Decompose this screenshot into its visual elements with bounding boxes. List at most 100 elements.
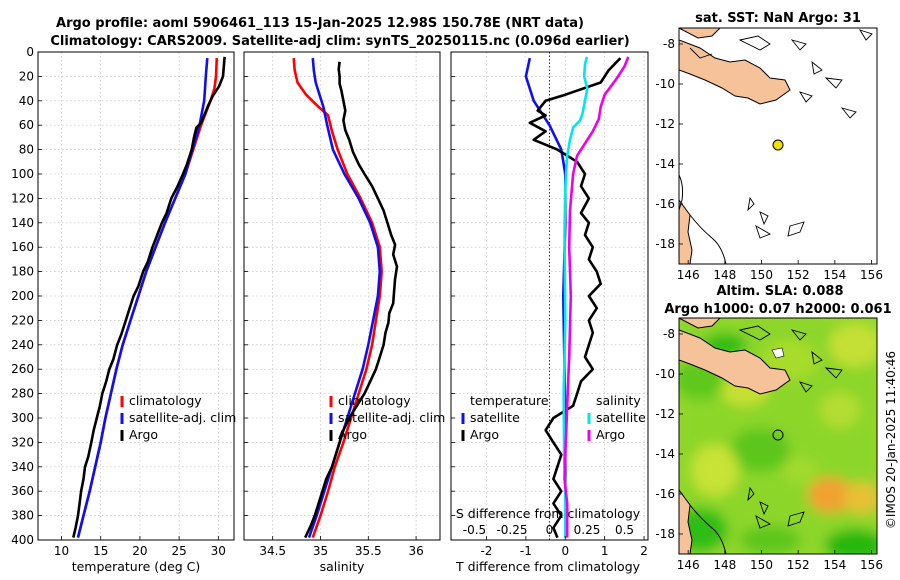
argo-marker [772, 139, 784, 151]
sal-x-tick-label: -0.25 [496, 523, 527, 537]
salinity-grid [244, 51, 440, 541]
difference-legend: temperature satellite Argo salinity satellit… [461, 393, 646, 442]
map-y-tick-label: -10 [655, 367, 675, 381]
map-y-tick-label: -16 [655, 197, 675, 211]
map-y-tick-label: -12 [655, 407, 675, 421]
sst-map-land [679, 28, 873, 264]
sal-x-tick-label: 0 [546, 523, 554, 537]
temp-diff-xlabel: T difference from climatology [455, 559, 641, 574]
legend-label: climatology [338, 393, 411, 408]
sst-map-frame [678, 27, 878, 265]
sst-map: sat. SST: NaN Argo: 31 146 148 150 152 154 15… [655, 11, 883, 282]
legend-label: satellite [470, 410, 520, 425]
legend-label: climatology [129, 393, 202, 408]
sla-map-title-2: Argo h1000: 0.07 h2000: 0.061 [664, 302, 891, 317]
series-line-s-satellite [562, 56, 589, 538]
difference-panel: -2 -1 0 1 2 -0.5 -0.25 0 0.25 0.5 temperature sate… [450, 51, 649, 574]
difference-ticks: -2 -1 0 1 2 -0.5 -0.25 0 0.25 0.5 [451, 51, 648, 558]
map-y-tick-label: -18 [655, 237, 675, 251]
x-tick-label: 36 [408, 544, 423, 558]
y-tick-label: 320 [11, 435, 34, 449]
difference-series [524, 56, 630, 539]
salinity-xlabel: salinity [320, 559, 365, 574]
map-x-tick-label: 156 [860, 268, 883, 282]
y-tick-label: 300 [11, 411, 34, 425]
y-tick-label: 260 [11, 362, 34, 376]
series-line-t-argo [528, 57, 622, 539]
y-tick-label: 160 [11, 240, 34, 254]
map-x-tick-label: 146 [677, 558, 700, 572]
legend-label: Argo [470, 427, 499, 442]
temperature-series [72, 56, 226, 538]
argo-marker-sla [772, 429, 784, 441]
series-line-climatology [292, 57, 383, 539]
y-tick-label: 60 [19, 118, 34, 132]
map-y-tick-label: -8 [663, 327, 675, 341]
sla-map-frame [678, 317, 878, 555]
y-tick-label: 220 [11, 313, 34, 327]
x-tick-label: 30 [211, 544, 226, 558]
salinity-series [292, 57, 399, 539]
legend-label: Argo [338, 427, 367, 442]
sal-x-tick-label: 0.5 [615, 523, 634, 537]
y-tick-label: 340 [11, 460, 34, 474]
x-tick-label: 1 [601, 544, 609, 558]
map-x-tick-label: 150 [750, 558, 773, 572]
map-x-tick-label: 152 [787, 558, 810, 572]
title-line-2: Climatology: CARS2009. Satellite-adj cli… [50, 34, 629, 49]
salinity-ticks: 34.5 35 35.5 36 [244, 51, 424, 558]
sst-map-title: sat. SST: NaN Argo: 31 [695, 11, 861, 26]
sla-map-ticks: 146 148 150 152 154 156 -8 -10 -12 -14 -16 -18 [655, 327, 883, 572]
series-line-satellite-adj-clim [76, 57, 209, 538]
y-tick-label: 80 [19, 143, 34, 157]
map-x-tick-label: 148 [713, 558, 736, 572]
temperature-xlabel: temperature (deg C) [72, 559, 201, 574]
sla-map: Altim. SLA: 0.088 Argo h1000: 0.07 h2000… [655, 284, 891, 572]
sal-x-tick-label: 0.25 [574, 523, 601, 537]
x-tick-label: 2 [640, 544, 648, 558]
legend-label: Argo [596, 427, 625, 442]
temperature-panel: 0 20 40 60 80 100 120 140 160 180 200 220 240 260 280 3… [11, 45, 236, 574]
map-x-tick-label: 146 [677, 268, 700, 282]
x-tick-label: 34.5 [259, 544, 286, 558]
legend-label: satellite-adj. clim [129, 410, 236, 425]
temperature-ticks: 0 20 40 60 80 100 120 140 160 180 200 220 240 260 280 3… [11, 45, 226, 558]
salinity-legend: climatology satellite-adj. clim Argo [329, 393, 445, 442]
legend-label: satellite-adj. clim [338, 410, 445, 425]
y-tick-label: 400 [11, 533, 34, 547]
legend-header-temperature: temperature [470, 393, 549, 408]
map-x-tick-label: 154 [823, 268, 846, 282]
sal-diff-xlabel: S difference from climatology [456, 506, 641, 521]
x-tick-label: -1 [520, 544, 532, 558]
series-line-argo [304, 61, 399, 539]
y-tick-label: 180 [11, 265, 34, 279]
map-y-tick-label: -10 [655, 77, 675, 91]
series-line-argo [72, 56, 226, 538]
difference-grid [451, 51, 648, 541]
map-x-tick-label: 156 [860, 558, 883, 572]
map-x-tick-label: 152 [787, 268, 810, 282]
salinity-panel: 34.5 35 35.5 36 climatology satellite-adj. c… [243, 51, 445, 574]
y-tick-label: 0 [26, 45, 34, 59]
sla-map-title-1: Altim. SLA: 0.088 [717, 284, 844, 299]
y-tick-label: 100 [11, 167, 34, 181]
map-y-tick-label: -18 [655, 527, 675, 541]
watermark: ©IMOS 20-Jan-2025 11:40:46 [884, 351, 898, 529]
temperature-legend: climatology satellite-adj. clim Argo [120, 393, 236, 442]
y-tick-label: 120 [11, 191, 34, 205]
x-tick-label: 25 [171, 544, 186, 558]
map-y-tick-label: -12 [655, 117, 675, 131]
x-tick-label: 35 [313, 544, 328, 558]
y-tick-label: 40 [19, 94, 34, 108]
legend-label: satellite [596, 410, 646, 425]
sal-x-tick-label: -0.5 [463, 523, 486, 537]
map-x-tick-label: 150 [750, 268, 773, 282]
y-tick-label: 20 [19, 69, 34, 83]
y-tick-label: 200 [11, 289, 34, 303]
x-tick-label: 0 [561, 544, 569, 558]
x-tick-label: 20 [132, 544, 147, 558]
map-y-tick-label: -8 [663, 37, 675, 51]
map-y-tick-label: -14 [655, 157, 675, 171]
x-tick-label: 15 [93, 544, 108, 558]
